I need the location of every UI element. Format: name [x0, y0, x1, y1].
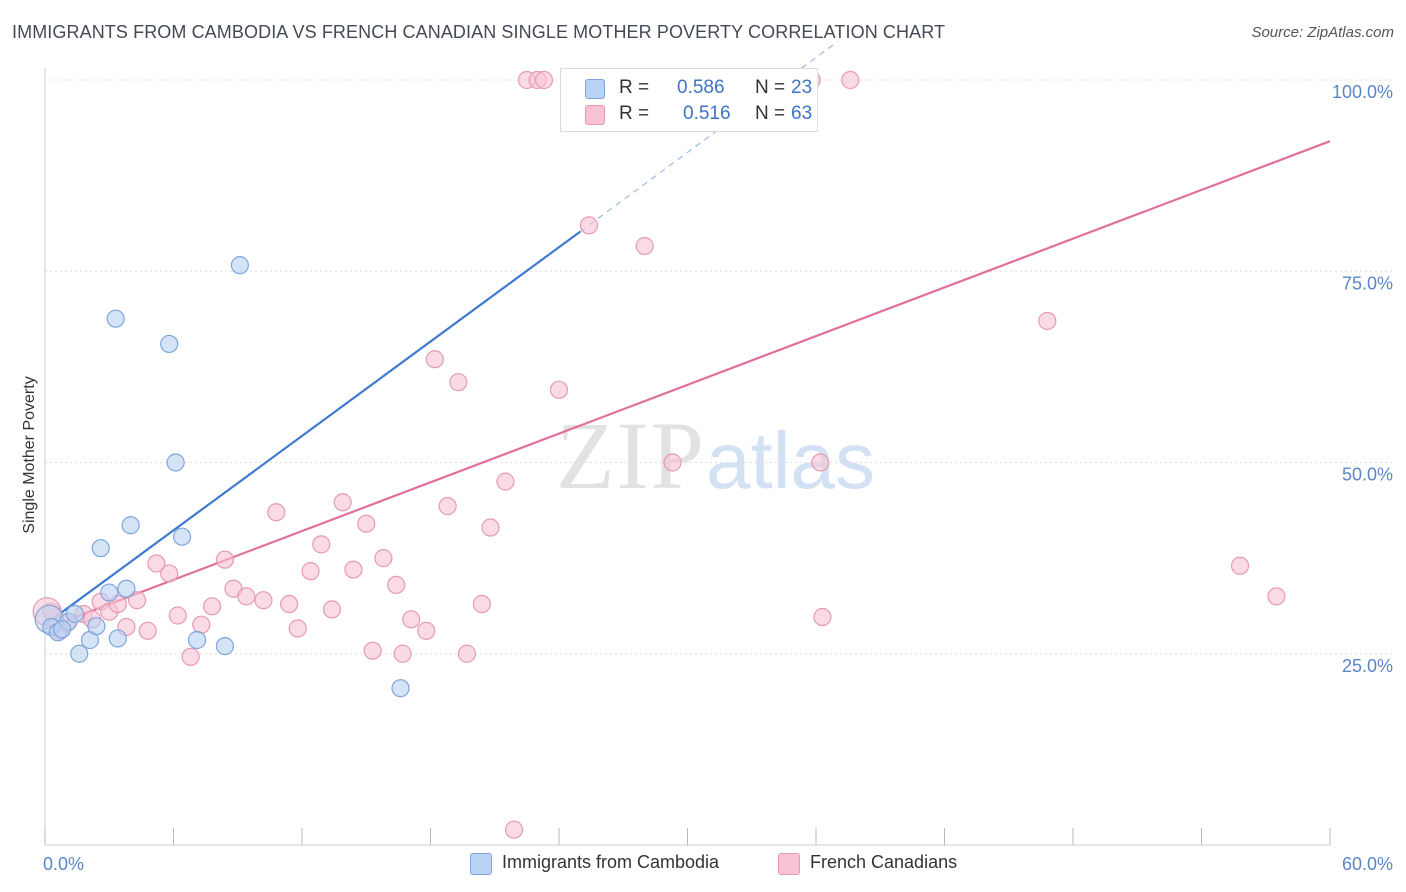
french-point: [138, 621, 157, 640]
french-point: [374, 549, 393, 568]
source-credit: Source: ZipAtlas.com: [1251, 24, 1394, 41]
french-point: [504, 820, 524, 839]
french-point: [635, 236, 654, 256]
french-point: [280, 594, 299, 614]
french-point: [312, 535, 331, 554]
legend-label-cambodia: Immigrants from Cambodia: [502, 852, 720, 872]
french-point: [363, 641, 382, 660]
legend-r-value: 0.586: [677, 77, 725, 98]
cambodia-point: [160, 334, 179, 354]
legend-label-french: French Canadians: [810, 852, 958, 872]
french-point: [1038, 311, 1057, 331]
y-tick-label: 50.0%: [1342, 465, 1393, 485]
french-point: [237, 587, 256, 606]
x-tick-label: 60.0%: [1342, 854, 1393, 874]
legend-r-value: 0.516: [683, 103, 731, 124]
french-point: [1230, 556, 1250, 575]
cambodia-point: [65, 604, 85, 624]
french-point: [402, 610, 421, 629]
cambodia-trend-line: [44, 230, 582, 626]
french-point: [449, 373, 468, 392]
french-legend-swatch: [778, 853, 800, 875]
legend-n-value: 63: [791, 103, 813, 124]
french-point: [344, 560, 363, 579]
cambodia-point: [108, 629, 127, 648]
french-point: [288, 619, 307, 638]
axes: [44, 68, 1331, 846]
french-point: [841, 70, 860, 90]
french-point: [534, 70, 554, 90]
legend-n-value: 23: [791, 77, 813, 98]
gridlines: [45, 79, 1392, 655]
watermark: ZIPatlas: [556, 400, 875, 511]
legend-n-label: N =: [755, 103, 786, 124]
watermark-atlas: atlas: [706, 416, 875, 505]
y-axis-label: Single Mother Poverty: [21, 376, 38, 533]
french-point: [438, 497, 457, 516]
french-point: [387, 575, 406, 595]
french-point: [322, 600, 342, 619]
french-point: [254, 591, 273, 610]
french-point: [1267, 587, 1286, 606]
french-point: [202, 597, 222, 616]
cambodia-point: [166, 453, 185, 472]
legend-r-label: R =: [619, 77, 650, 98]
french-swatch: [585, 105, 605, 125]
french-point: [417, 621, 436, 640]
french-trend-line: [44, 140, 1331, 630]
cambodia-point: [187, 630, 207, 650]
french-point: [160, 564, 179, 583]
french-point: [215, 550, 234, 569]
french-point: [663, 453, 682, 472]
cambodia-point: [53, 620, 72, 639]
french-point: [192, 615, 211, 634]
y-tick-label: 25.0%: [1342, 656, 1393, 676]
french-point: [457, 644, 477, 663]
cambodia-legend-swatch: [470, 853, 492, 875]
data-points: [32, 70, 1286, 839]
cambodia-point: [100, 583, 119, 602]
french-point: [393, 644, 412, 663]
cambodia-point: [87, 617, 106, 636]
french-point: [181, 647, 200, 666]
correlation-legend: R = 0.586 N = 23 R = 0.516 N = 63: [560, 68, 818, 132]
french-point: [267, 503, 286, 522]
french-point: [496, 472, 515, 491]
y-tick-label: 100.0%: [1332, 82, 1393, 102]
french-point: [357, 514, 376, 533]
french-point: [425, 350, 444, 369]
cambodia-point: [172, 527, 192, 546]
cambodia-point: [117, 579, 136, 598]
french-point: [147, 554, 166, 573]
x-tick-label: 0.0%: [43, 854, 84, 874]
cambodia-point: [215, 636, 234, 656]
cambodia-point: [121, 516, 140, 535]
legend-n-label: N =: [755, 77, 786, 98]
french-point: [333, 493, 352, 512]
french-point: [813, 607, 832, 627]
chart-title: IMMIGRANTS FROM CAMBODIA VS FRENCH CANAD…: [12, 22, 946, 42]
french-point: [549, 380, 569, 399]
cambodia-point: [230, 256, 249, 275]
cambodia-point: [70, 644, 89, 663]
french-point: [127, 591, 147, 610]
watermark-zip: ZIP: [556, 402, 706, 509]
french-point: [811, 453, 830, 472]
cambodia-point: [391, 679, 410, 698]
y-tick-label: 75.0%: [1342, 273, 1393, 293]
cambodia-swatch: [585, 79, 605, 99]
french-point: [168, 606, 187, 625]
french-point: [301, 562, 320, 581]
legend-r-label: R =: [619, 103, 650, 124]
cambodia-point: [106, 309, 125, 328]
french-point: [481, 518, 500, 537]
tick-labels: 25.0% 50.0% 75.0% 100.0% 0.0% 60.0%: [43, 82, 1393, 874]
french-point: [579, 216, 599, 235]
cambodia-point: [91, 539, 110, 558]
french-point: [472, 594, 491, 614]
